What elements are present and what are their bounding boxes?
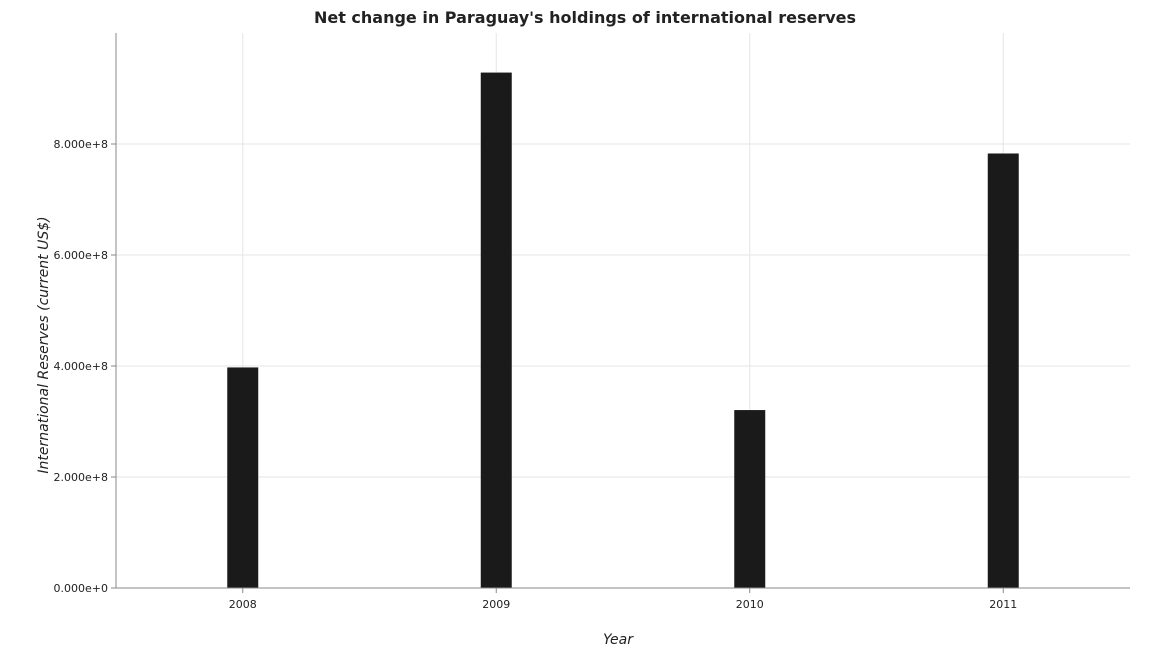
y-tick-label: 8.000e+8 xyxy=(54,138,108,151)
y-axis-title: International Reserves (current US$) xyxy=(36,216,52,473)
y-tick-label: 0.000e+0 xyxy=(54,582,108,595)
bar-2011 xyxy=(987,153,1019,589)
bar-2009 xyxy=(480,72,512,589)
y-tick-label: 6.000e+8 xyxy=(54,249,108,262)
chart-title: Net change in Paraguay's holdings of int… xyxy=(313,8,857,27)
y-tick-label: 4.000e+8 xyxy=(54,360,108,373)
grid-lines xyxy=(116,33,1130,589)
x-tick-label: 2008 xyxy=(229,598,257,611)
axes xyxy=(111,33,1130,593)
bar-2008 xyxy=(227,367,259,589)
bar-2010 xyxy=(734,410,766,589)
tick-labels: 0.000e+0 2.000e+8 4.000e+8 6.000e+8 8.000e+8… xyxy=(54,138,1018,611)
bars xyxy=(227,72,1019,589)
x-tick-label: 2011 xyxy=(989,598,1017,611)
x-tick-label: 2009 xyxy=(482,598,510,611)
y-tick-label: 2.000e+8 xyxy=(54,471,108,484)
x-axis-title: Year xyxy=(603,632,634,648)
x-tick-label: 2010 xyxy=(736,598,764,611)
